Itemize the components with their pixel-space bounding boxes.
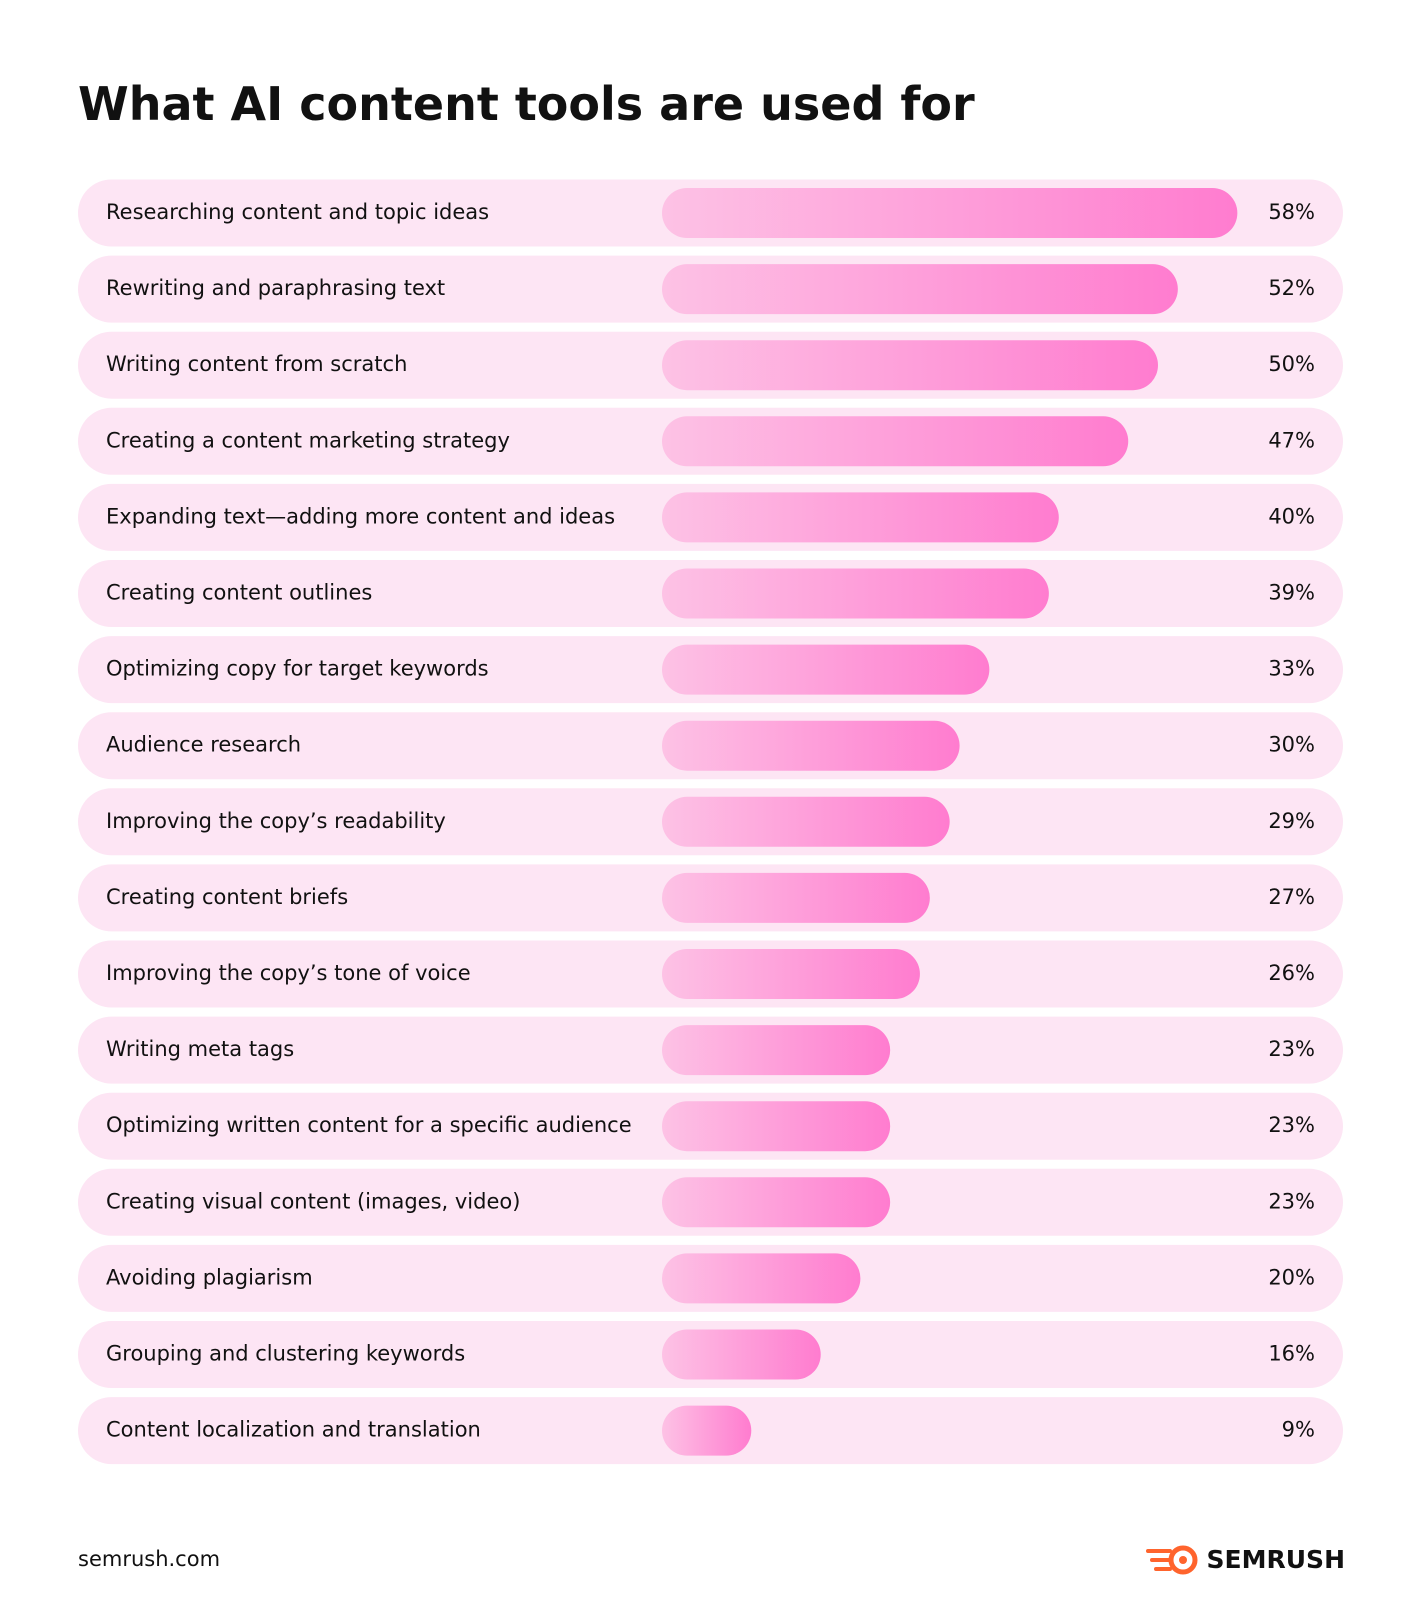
category-label: Rewriting and paraphrasing text — [106, 276, 445, 300]
value-label: 39% — [1268, 581, 1315, 605]
value-label: 23% — [1268, 1113, 1315, 1137]
bar — [662, 264, 1178, 315]
value-label: 16% — [1268, 1342, 1315, 1366]
value-label: 9% — [1282, 1418, 1315, 1442]
category-label: Writing meta tags — [106, 1037, 294, 1061]
category-label: Optimizing written content for a specifi… — [106, 1113, 632, 1137]
value-label: 33% — [1268, 657, 1315, 681]
bar — [662, 1329, 821, 1380]
value-label: 58% — [1268, 200, 1315, 224]
bar — [662, 188, 1238, 238]
value-label: 27% — [1268, 885, 1315, 909]
value-label: 26% — [1268, 961, 1315, 985]
bar — [662, 1405, 752, 1456]
value-label: 30% — [1268, 733, 1315, 757]
value-label: 40% — [1268, 504, 1315, 528]
bar — [662, 796, 950, 847]
bar — [662, 872, 930, 923]
bar — [662, 720, 960, 771]
value-label: 47% — [1268, 428, 1315, 452]
bar — [662, 644, 990, 695]
category-label: Researching content and topic ideas — [106, 200, 489, 224]
value-label: 50% — [1268, 352, 1315, 376]
value-label: 20% — [1268, 1265, 1315, 1289]
bar — [662, 1253, 861, 1304]
category-label: Creating visual content (images, video) — [106, 1189, 520, 1213]
bar — [662, 949, 920, 999]
bar — [662, 1025, 891, 1076]
value-label: 29% — [1268, 809, 1315, 833]
logo-icon — [1146, 1545, 1198, 1575]
bar — [662, 492, 1059, 543]
category-label: Avoiding plagiarism — [106, 1265, 313, 1289]
category-label: Content localization and translation — [106, 1418, 481, 1442]
category-label: Expanding text—adding more content and i… — [106, 504, 615, 528]
bar — [662, 568, 1049, 619]
category-label: Creating content outlines — [106, 581, 372, 605]
value-label: 23% — [1268, 1189, 1315, 1213]
bar — [662, 340, 1158, 391]
bar — [662, 416, 1129, 467]
bar — [662, 1101, 891, 1152]
bar — [662, 1177, 891, 1228]
logo: SEMRUSH — [1207, 1545, 1345, 1574]
category-label: Creating a content marketing strategy — [106, 428, 510, 452]
category-label: Optimizing copy for target keywords — [106, 657, 489, 681]
value-label: 52% — [1268, 276, 1315, 300]
category-label: Creating content briefs — [106, 885, 348, 909]
category-label: Improving the copy’s readability — [106, 809, 446, 833]
category-label: Improving the copy’s tone of voice — [106, 961, 471, 985]
category-label: Audience research — [106, 733, 301, 757]
category-label: Grouping and clustering keywords — [106, 1342, 465, 1366]
value-label: 23% — [1268, 1037, 1315, 1061]
chart-title: What AI content tools are used for — [78, 77, 975, 131]
category-label: Writing content from scratch — [106, 352, 407, 376]
source: semrush.com — [78, 1547, 220, 1571]
